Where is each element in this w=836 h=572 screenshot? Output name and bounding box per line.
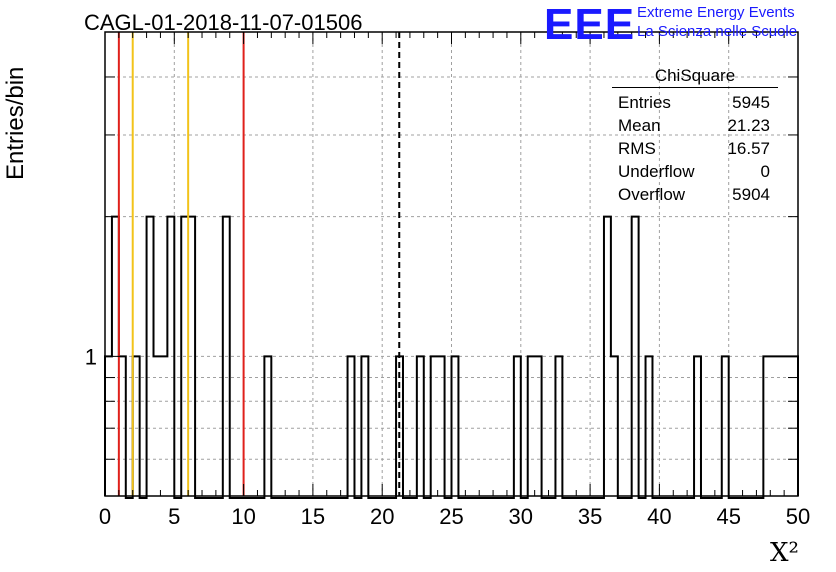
histogram-bin — [611, 356, 618, 496]
stats-row-overflow: Overflow 5904 — [612, 183, 778, 206]
x-tick-label: 0 — [99, 504, 111, 529]
histogram-bin — [160, 356, 167, 496]
histogram-bin — [452, 356, 459, 496]
histogram-bin — [119, 356, 126, 496]
histogram-bin — [514, 356, 521, 496]
histogram-bin — [154, 356, 161, 496]
x-tick-label: 25 — [439, 504, 463, 529]
histogram-bin — [632, 217, 639, 496]
histogram-bin — [438, 356, 445, 496]
stats-value: 5945 — [732, 93, 770, 112]
histogram-bin — [535, 356, 542, 496]
histogram-bin — [431, 356, 438, 496]
histogram-bin — [361, 356, 368, 496]
logo-caption-line1: Extreme Energy Events — [637, 4, 795, 21]
stats-row-entries: Entries 5945 — [612, 91, 778, 114]
stats-box: ChiSquare Entries 5945 Mean 21.23 RMS 16… — [612, 66, 778, 206]
histogram-bin — [777, 356, 784, 496]
stats-label: Entries — [618, 93, 671, 112]
histogram-bin — [223, 217, 230, 496]
histogram-bin — [646, 356, 653, 496]
logo-caption: Extreme Energy Events La Scienza nelle S… — [637, 3, 797, 41]
stats-value: 5904 — [732, 185, 770, 204]
histogram-bin — [264, 356, 271, 496]
histogram-bin — [348, 356, 355, 496]
stats-value: 21.23 — [727, 116, 770, 135]
stats-label: Underflow — [618, 162, 695, 181]
histogram-bin — [147, 217, 154, 496]
histogram-bin — [722, 356, 729, 496]
histogram-bin — [763, 356, 770, 496]
histogram-bin — [188, 217, 195, 496]
histogram-bin — [417, 356, 424, 496]
histogram-bin — [555, 356, 562, 496]
stats-row-underflow: Underflow 0 — [612, 160, 778, 183]
x-tick-label: 35 — [578, 504, 602, 529]
y-tick-label: 1 — [85, 344, 97, 369]
x-tick-label: 15 — [301, 504, 325, 529]
histogram-outline — [104, 215, 799, 499]
histogram-bin — [604, 217, 611, 496]
stats-row-mean: Mean 21.23 — [612, 114, 778, 137]
stats-title: ChiSquare — [612, 66, 778, 88]
stats-value: 0 — [760, 162, 770, 181]
logo-caption-line2: La Scienza nelle Scuole — [637, 23, 798, 40]
histogram-bin — [694, 356, 701, 496]
histogram-bin — [528, 356, 535, 496]
stats-value: 16.57 — [727, 139, 770, 158]
x-tick-label: 50 — [786, 504, 810, 529]
x-tick-label: 5 — [168, 504, 180, 529]
x-tick-label: 45 — [716, 504, 740, 529]
x-tick-label: 40 — [647, 504, 671, 529]
eee-logo: EEE — [544, 0, 636, 49]
histogram-bin — [770, 356, 777, 496]
histogram-bin — [133, 356, 140, 496]
stats-label: Mean — [618, 116, 661, 135]
stats-label: RMS — [618, 139, 656, 158]
histogram-bin — [167, 217, 174, 496]
histogram-bin — [181, 217, 188, 496]
x-tick-label: 30 — [509, 504, 533, 529]
chart-title: CAGL-01-2018-11-07-01506 — [84, 10, 363, 35]
stats-label: Overflow — [618, 185, 686, 204]
x-axis-label: X² — [770, 538, 799, 568]
stats-row-rms: RMS 16.57 — [612, 137, 778, 160]
x-tick-label: 10 — [231, 504, 255, 529]
x-tick-label: 20 — [370, 504, 394, 529]
y-axis-label: Entries/bin — [2, 66, 29, 180]
